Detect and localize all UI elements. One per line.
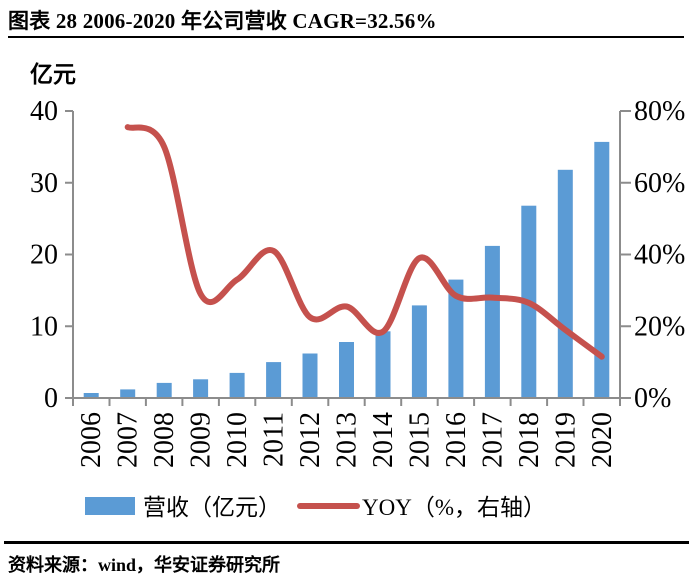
revenue-bar-2012 bbox=[302, 353, 318, 398]
left-axis-tick-label: 20 bbox=[30, 240, 58, 271]
source-rule bbox=[4, 541, 689, 544]
x-axis-year-label: 2009 bbox=[186, 412, 217, 468]
revenue-bar-2011 bbox=[266, 362, 282, 398]
legend-line-label: YOY（%，右轴） bbox=[362, 495, 546, 520]
x-axis-year-label: 2011 bbox=[259, 412, 290, 467]
revenue-bar-2010 bbox=[229, 372, 245, 398]
x-axis-year-label: 2017 bbox=[477, 412, 508, 468]
source-text: 资料来源：wind，华安证券研究所 bbox=[8, 555, 281, 575]
legend-bar-label: 营收（亿元） bbox=[143, 495, 281, 520]
x-axis-year-label: 2014 bbox=[368, 412, 399, 468]
revenue-bar-2009 bbox=[193, 379, 209, 398]
left-axis-tick-label: 10 bbox=[30, 311, 58, 342]
right-axis-tick-label: 20% bbox=[634, 311, 685, 342]
x-axis-year-label: 2015 bbox=[404, 412, 435, 468]
revenue-bar-2006 bbox=[83, 393, 99, 398]
x-axis-year-label: 2006 bbox=[76, 412, 107, 468]
title-rule bbox=[8, 36, 684, 38]
x-axis-year-label: 2010 bbox=[222, 412, 253, 468]
figure-title: 图表 28 2006-2020 年公司营收 CAGR=32.56% bbox=[8, 9, 437, 33]
x-axis-year-label: 2018 bbox=[514, 412, 545, 468]
left-axis-tick-label: 30 bbox=[30, 168, 58, 199]
legend-bar-swatch bbox=[85, 497, 135, 515]
right-axis-tick-label: 40% bbox=[634, 240, 685, 271]
x-axis-year-label: 2008 bbox=[149, 412, 180, 468]
left-axis-unit-label: 亿元 bbox=[30, 62, 76, 87]
left-axis-tick-label: 40 bbox=[30, 96, 58, 127]
yoy-line bbox=[124, 124, 605, 360]
x-axis-year-label: 2013 bbox=[332, 412, 363, 468]
revenue-bar-2019 bbox=[557, 169, 573, 398]
revenue-bar-2013 bbox=[339, 342, 354, 398]
revenue-bar-2008 bbox=[156, 382, 172, 398]
revenue-bar-2015 bbox=[411, 305, 427, 398]
right-axis-tick-label: 60% bbox=[634, 168, 685, 199]
right-axis-tick-label: 80% bbox=[634, 96, 685, 127]
x-axis-year-label: 2007 bbox=[113, 412, 144, 468]
x-axis-year-label: 2019 bbox=[550, 412, 581, 468]
x-axis-year-label: 2016 bbox=[441, 412, 472, 468]
x-axis-year-label: 2020 bbox=[587, 412, 618, 468]
x-axis-year-label: 2012 bbox=[295, 412, 326, 468]
revenue-bar-2014 bbox=[375, 331, 391, 398]
revenue-bar-2016 bbox=[448, 279, 464, 398]
left-axis-tick-label: 0 bbox=[44, 383, 58, 414]
revenue-bar-2017 bbox=[484, 245, 500, 398]
revenue-bar-2020 bbox=[594, 141, 610, 398]
revenue-bar-2007 bbox=[120, 389, 136, 398]
right-axis-tick-label: 0% bbox=[634, 383, 671, 414]
